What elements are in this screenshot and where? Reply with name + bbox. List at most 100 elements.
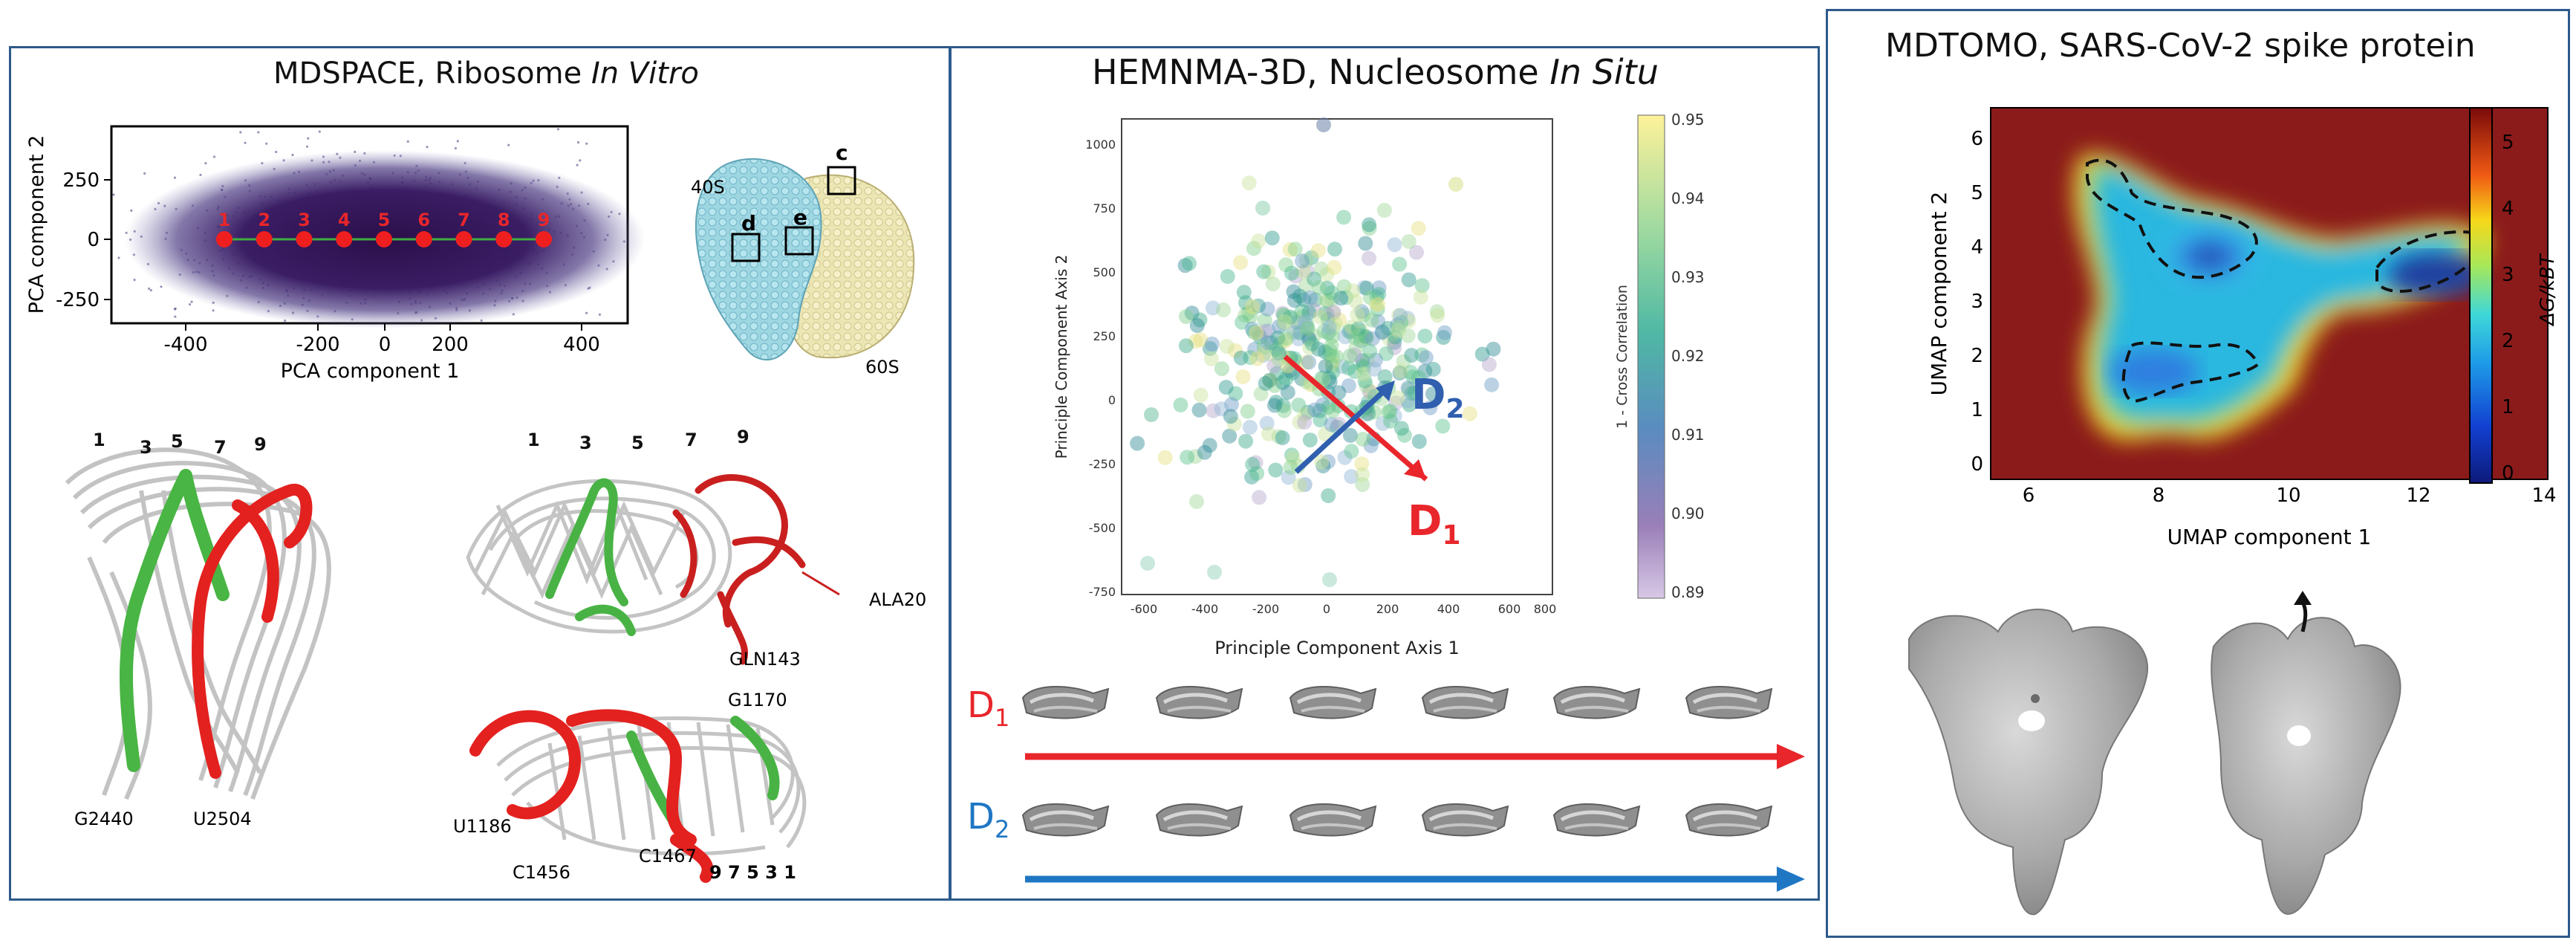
scatter-point [1301, 354, 1317, 370]
label-u2504: U2504 [193, 809, 252, 829]
scatter-point [1288, 268, 1304, 284]
scatter-point [1255, 201, 1270, 216]
scatter-point [1344, 320, 1359, 335]
scatter-point [1285, 450, 1301, 466]
scatter-point [1177, 258, 1193, 273]
umap-xtick: 8 [2153, 485, 2165, 507]
scatter-point [1396, 354, 1411, 369]
scatter-point [1249, 351, 1265, 366]
scatter-point [1348, 340, 1364, 356]
scatter-point [1275, 305, 1290, 321]
scatter-point [1321, 454, 1336, 470]
scatter-point [1233, 350, 1249, 366]
scatter-point [1347, 330, 1362, 346]
scatter-xtick: 0 [1323, 602, 1330, 616]
scatter-point [1243, 350, 1258, 366]
scatter-point [1396, 427, 1412, 443]
pca-point-label: 9 [538, 210, 550, 230]
scatter-point [1291, 398, 1307, 412]
pca-plot: 1 2 3 4 5 6 7 8 9 -400 -200 0 200 400 250 0 -250… [25, 125, 645, 383]
scatter-point [1321, 371, 1337, 386]
scatter-point [1327, 259, 1342, 275]
energy-cbar-tick: 4 [2502, 198, 2514, 220]
scatter-point [1425, 361, 1441, 377]
scatter-point [1319, 293, 1334, 308]
scatter-point [1341, 378, 1356, 393]
scatter-point [1257, 313, 1272, 328]
scatter-point [1287, 293, 1302, 308]
scatter-point [1288, 323, 1303, 339]
scatter-point [1313, 309, 1328, 325]
scatter-point [1249, 466, 1265, 481]
scatter-point [1207, 565, 1222, 580]
scatter-point [1317, 305, 1333, 321]
scatter-point [1417, 328, 1433, 344]
scatter-point [1387, 340, 1402, 356]
scatter-point [1437, 325, 1452, 340]
scatter-point [1236, 285, 1252, 300]
scatter-point [1387, 237, 1402, 253]
scatter-point [1400, 380, 1416, 395]
scatter-point [1390, 317, 1405, 333]
scatter-point [1320, 306, 1336, 322]
cbar-tick: 0.94 [1671, 190, 1705, 207]
label-c1456: C1456 [513, 862, 570, 883]
scatter-point [1425, 386, 1440, 402]
nucleosome-density-map [1289, 803, 1377, 837]
scatter-point [1192, 312, 1208, 328]
label-u1186: U1186 [453, 816, 512, 837]
panel-nucleosome-title-em: In Situ [1549, 52, 1659, 92]
scatter-point [1393, 315, 1409, 331]
scatter-point [1284, 265, 1299, 281]
scatter-point [1343, 427, 1358, 443]
region-label-e: e [793, 205, 807, 230]
helix-a-num: 1 [93, 430, 105, 450]
energy-cbar-label: ΔG/kBT [2537, 253, 2559, 327]
scatter-point [1299, 263, 1315, 279]
scatter-point [1370, 314, 1386, 329]
scatter-point [1404, 348, 1419, 363]
scatter-point [1297, 477, 1313, 492]
scatter-point [1298, 354, 1314, 370]
scatter-point [1245, 456, 1261, 472]
scatter-point [1345, 283, 1361, 299]
scatter-ytick: -250 [1089, 457, 1116, 471]
scatter-point [1277, 308, 1292, 324]
scatter-point [1184, 305, 1200, 321]
scatter-point [1297, 407, 1313, 422]
scatter-point [1430, 308, 1445, 323]
pca-point-label: 7 [458, 210, 470, 230]
scatter-point [1375, 415, 1391, 431]
scatter-point [1332, 312, 1347, 328]
scatter-point [1282, 242, 1298, 257]
scatter-point [1358, 236, 1373, 251]
ribosome-structure: c d e 40S 60S [691, 140, 915, 378]
scatter-point [1401, 272, 1417, 288]
scatter-point [1275, 398, 1291, 413]
scatter-point [1401, 234, 1417, 249]
cbar-tick: 0.92 [1671, 347, 1705, 365]
pca-ytick: 250 [62, 169, 100, 192]
pca-point-label: 3 [298, 210, 310, 230]
scatter-point [1304, 336, 1320, 352]
pca-sample-point [376, 231, 392, 247]
scatter-point [1362, 290, 1378, 305]
scatter-point [1318, 359, 1333, 375]
region-label-d: d [741, 211, 756, 236]
umap-ytick: 0 [1971, 453, 1983, 476]
scatter-point [1306, 271, 1321, 287]
scatter-point [1267, 398, 1282, 413]
scatter-point [1317, 344, 1333, 360]
rna-helix-ensemble-a: 1 3 5 7 9 G2440 U2504 [65, 430, 331, 829]
label-g1170: G1170 [728, 690, 787, 710]
scatter-ytick: 500 [1093, 265, 1116, 279]
label-g2440: G2440 [74, 809, 134, 829]
arrow-d2 [1294, 384, 1391, 474]
scatter-point [1189, 493, 1204, 509]
pca-sample-points: 1 2 3 4 5 6 7 8 9 [216, 210, 552, 247]
scatter-point [1324, 291, 1340, 307]
scatter-point [1245, 299, 1261, 314]
scatter-point [1400, 311, 1416, 326]
scatter-point [1356, 280, 1372, 295]
